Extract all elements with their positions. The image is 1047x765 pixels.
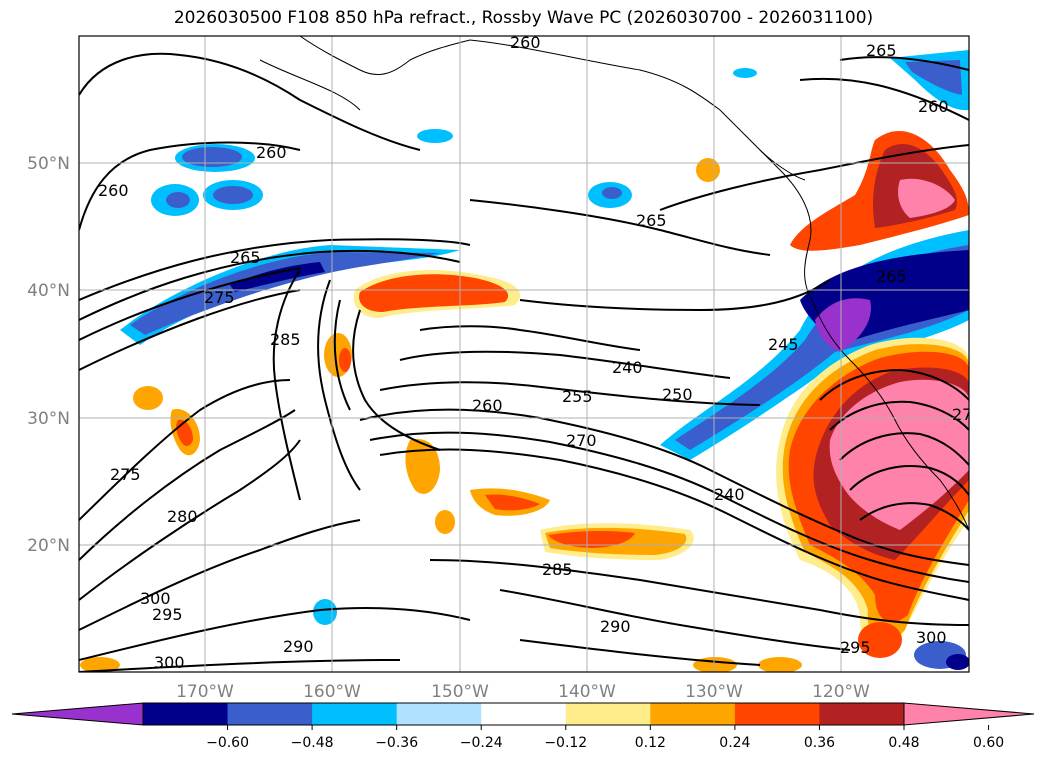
colorbar-tick-label: −0.24 <box>460 735 503 751</box>
contour-label: 275 <box>110 465 141 484</box>
contour-label: 290 <box>283 637 314 656</box>
contour-label: 250 <box>662 385 693 404</box>
contour-label: 285 <box>270 330 301 349</box>
colorbar-segment <box>565 703 651 725</box>
lon-label-150w: 150°W <box>431 682 489 702</box>
plot-frame <box>78 35 970 673</box>
colorbar-tick-label: −0.60 <box>206 735 249 751</box>
contour-label: 300 <box>140 589 171 608</box>
colorbar-segment <box>396 703 482 725</box>
contour-label: 265 <box>230 248 261 267</box>
contour-label: 260 <box>472 396 503 415</box>
colorbar: −0.60 −0.48 −0.36 −0.24 −0.12 0.12 0.24 0.36 0.4… <box>11 702 1035 751</box>
contour-label: 300 <box>916 628 947 647</box>
contour-label: 240 <box>612 358 643 377</box>
colorbar-min-extension <box>11 702 144 726</box>
colorbar-tick-label: −0.36 <box>375 735 418 751</box>
contour-labels: 260 265 260 260 260 265 265 275 285 240 … <box>98 33 983 672</box>
colorbar-segment <box>312 703 398 725</box>
colorbar-tick-label: −0.48 <box>291 735 334 751</box>
contour-label: 280 <box>167 507 198 526</box>
longitude-labels: 170°W 160°W 150°W 140°W 130°W 120°W <box>176 682 870 702</box>
lon-label-120w: 120°W <box>812 682 870 702</box>
contour-label: 290 <box>600 617 631 636</box>
colorbar-segment <box>650 703 736 725</box>
contour-label: 295 <box>840 638 871 657</box>
contour-label: 270 <box>566 431 597 450</box>
map-title: 2026030500 F108 850 hPa refract., Rossby… <box>173 8 874 28</box>
colorbar-segment <box>734 703 820 725</box>
colorbar-frame <box>142 702 905 726</box>
lon-label-140w: 140°W <box>558 682 616 702</box>
contour-label: 285 <box>542 560 573 579</box>
colorbar-tick-label: 0.12 <box>635 735 666 751</box>
lat-label-50: 50°N <box>27 154 70 174</box>
colorbar-tick-label: 0.24 <box>719 735 750 751</box>
graticule <box>79 36 969 672</box>
contour-label: 270 <box>952 405 983 424</box>
latitude-labels: 50°N 40°N 30°N 20°N <box>27 154 70 556</box>
lon-label-160w: 160°W <box>303 682 361 702</box>
lat-label-20: 20°N <box>27 536 70 556</box>
lon-label-170w: 170°W <box>176 682 234 702</box>
colorbar-max-extension <box>903 702 1035 726</box>
contour-label: 265 <box>866 41 897 60</box>
contour-label: 295 <box>152 605 183 624</box>
contour-label: 265 <box>636 211 667 230</box>
refractivity-contours <box>79 52 969 672</box>
contour-label: 260 <box>918 97 949 116</box>
lon-label-130w: 130°W <box>685 682 743 702</box>
contour-label: 265 <box>876 267 907 286</box>
colorbar-segment <box>227 703 313 725</box>
coastlines <box>259 36 969 531</box>
contour-label: 260 <box>510 33 541 52</box>
contour-label: 300 <box>154 653 185 672</box>
colorbar-segment <box>143 703 229 725</box>
colorbar-segment <box>481 703 567 725</box>
contour-label: 245 <box>768 335 799 354</box>
colorbar-tick-label: 0.48 <box>888 735 919 751</box>
contour-label: 240 <box>714 485 745 504</box>
colorbar-tick-label: −0.12 <box>544 735 587 751</box>
colorbar-tick-label: 0.36 <box>804 735 835 751</box>
contour-label: 260 <box>256 143 287 162</box>
lat-label-40: 40°N <box>27 281 70 301</box>
lat-label-30: 30°N <box>27 409 70 429</box>
colorbar-tick-label: 0.60 <box>973 735 1004 751</box>
contour-label: 275 <box>204 288 235 307</box>
contour-label: 260 <box>98 181 129 200</box>
colorbar-segment <box>819 703 905 725</box>
contour-label: 255 <box>562 387 593 406</box>
